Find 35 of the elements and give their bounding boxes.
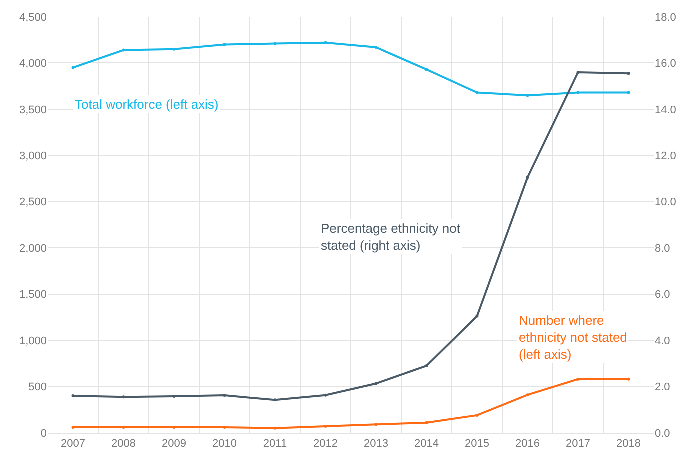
- series-label: Number where ethnicity not stated (left axis): [519, 313, 628, 362]
- y2-tick-label: 0.0: [655, 428, 670, 440]
- y2-tick-label: 10.0: [655, 196, 676, 209]
- x-tick-label: 2009: [162, 438, 186, 450]
- x-tick-label: 2016: [516, 438, 540, 450]
- y2-tick-label: 12.0: [655, 150, 676, 163]
- y-tick-label: 4,500: [19, 12, 47, 24]
- y2-tick-label: 2.0: [655, 382, 670, 394]
- y-tick-label: 500: [28, 382, 47, 394]
- y2-tick-label: 18.0: [655, 12, 676, 24]
- y-tick-label: 2,500: [19, 196, 47, 209]
- x-tick-label: 2017: [566, 438, 590, 450]
- y2-tick-label: 6.0: [655, 289, 670, 302]
- y-tick-label: 3,500: [19, 104, 47, 116]
- text: Percentage ethnicity not stated (right axis): [321, 221, 461, 253]
- y-tick-label: 2,000: [19, 242, 47, 255]
- y-tick-label: 1,500: [19, 289, 47, 302]
- x-tick-label: 2012: [314, 438, 338, 450]
- x-tick-label: 2008: [112, 438, 136, 450]
- x-tick-label: 2014: [414, 438, 439, 450]
- y2-tick-label: 16.0: [655, 58, 676, 70]
- y-tick-label: 0: [40, 428, 47, 440]
- x-tick-label: 2007: [61, 438, 86, 450]
- x-tick-label: 2015: [465, 438, 490, 450]
- y2-tick-label: 14.0: [655, 104, 676, 116]
- x-tick-label: 2011: [263, 438, 288, 450]
- text: Total workforce (left axis): [75, 97, 219, 112]
- y-tick-label: 3,000: [19, 150, 47, 163]
- x-tick-label: 2013: [364, 438, 388, 450]
- y2-tick-label: 4.0: [655, 335, 670, 348]
- y-tick-label: 4,000: [19, 58, 47, 70]
- x-tick-label: 2018: [616, 438, 641, 450]
- y-tick-label: 1,000: [19, 335, 47, 348]
- x-tick-label: 2010: [212, 438, 237, 450]
- y2-tick-label: 8.0: [655, 242, 670, 255]
